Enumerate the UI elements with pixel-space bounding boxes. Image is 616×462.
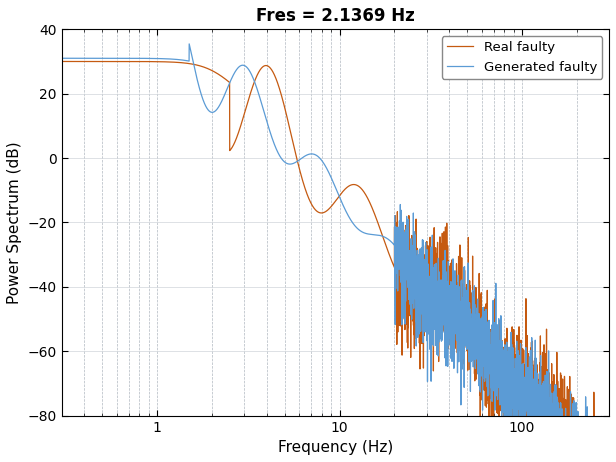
Real faulty [267,66,275,72]
Generated faulty [498,419,505,425]
Generated faulty [185,41,193,47]
X-axis label: Frequency (Hz): Frequency (Hz) [278,440,393,455]
Real faulty [606,419,613,425]
Legend: Real faulty, Generated faulty: Real faulty, Generated faulty [442,36,602,79]
Generated faulty [58,55,65,61]
Generated faulty [508,392,516,397]
Title: Fres = 2.1369 Hz: Fres = 2.1369 Hz [256,7,415,25]
Generated faulty [157,56,164,61]
Real faulty [58,59,65,64]
Y-axis label: Power Spectrum (dB): Power Spectrum (dB) [7,141,22,304]
Real faulty [386,254,394,259]
Line: Generated faulty: Generated faulty [62,44,609,422]
Real faulty [508,419,516,425]
Real faulty [414,308,421,314]
Generated faulty [267,132,275,137]
Generated faulty [386,238,394,243]
Generated faulty [606,419,613,425]
Line: Real faulty: Real faulty [62,61,609,422]
Real faulty [466,309,474,314]
Real faulty [157,59,164,65]
Generated faulty [414,284,421,290]
Generated faulty [466,333,474,339]
Real faulty [477,419,484,425]
